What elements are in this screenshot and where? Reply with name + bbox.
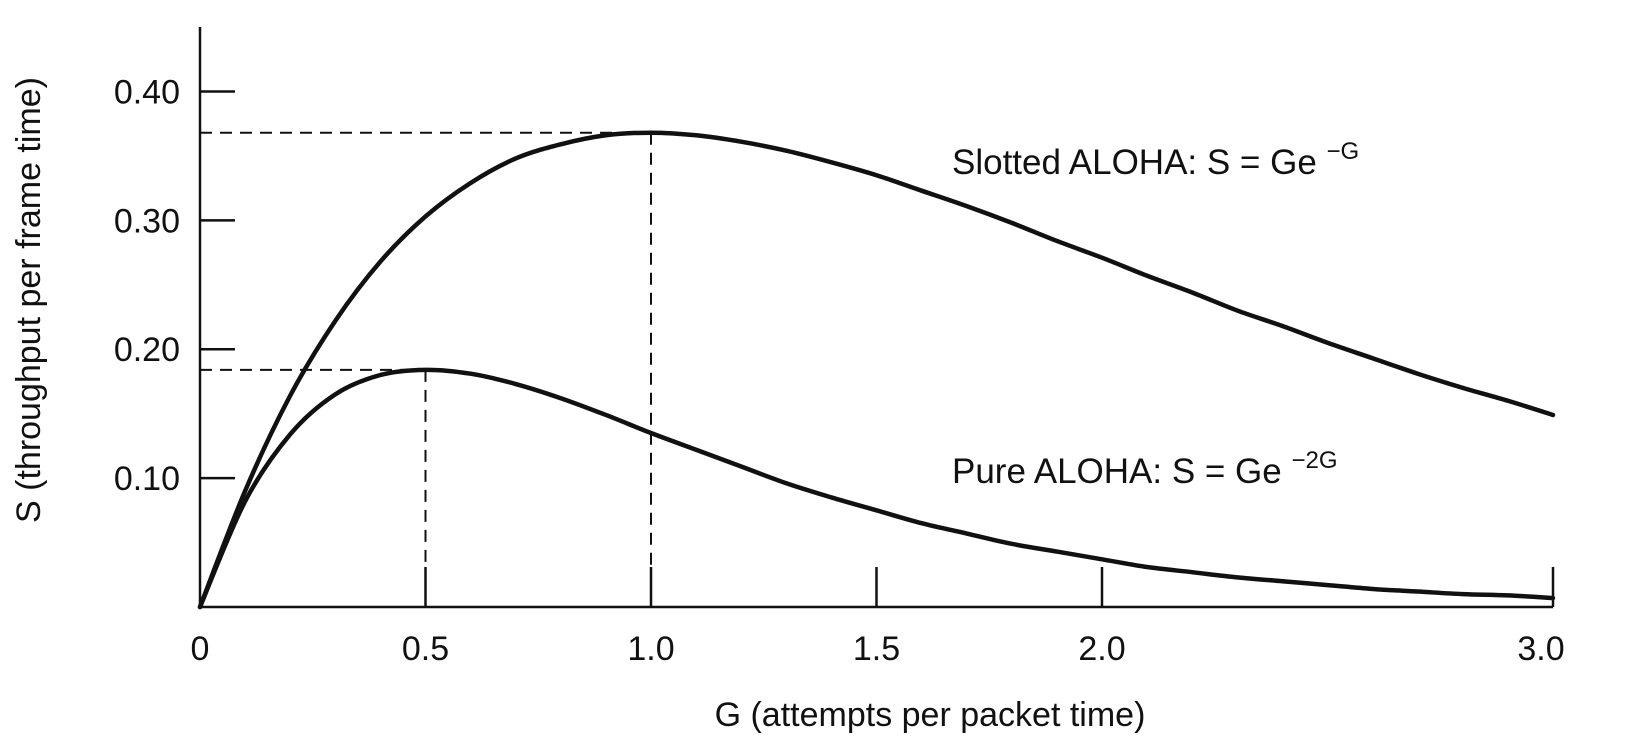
y-tick-label: 0.20 — [114, 331, 180, 369]
x-tick-label: 2.0 — [1078, 630, 1125, 668]
slotted-aloha-label-exponent: −G — [1327, 138, 1360, 165]
y-axis-title: S (throughput per frame time) — [10, 77, 48, 523]
pure-aloha-curve — [197, 367, 1556, 610]
x-tick-label: 0 — [191, 630, 210, 668]
slotted-aloha-label: Slotted ALOHA: S = Ge −G — [952, 138, 1359, 182]
axis-ticks: 0.10 0.20 0.30 0.40 0 0.5 1.0 1.5 2.0 3.0 — [114, 73, 1565, 668]
pure-aloha-label: Pure ALOHA: S = Ge −2G — [952, 447, 1338, 491]
peak-guide-lines — [200, 131, 652, 607]
x-axis-title: G (attempts per packet time) — [715, 696, 1146, 734]
x-tick-label: 3.0 — [1517, 630, 1564, 668]
x-tick-label: 1.5 — [853, 630, 900, 668]
y-tick-label: 0.10 — [114, 460, 180, 498]
pure-aloha-label-main: Pure ALOHA: S = Ge — [952, 452, 1282, 491]
x-tick-label: 0.5 — [402, 630, 449, 668]
axes — [198, 27, 1553, 609]
x-tick-label: 1.0 — [627, 630, 674, 668]
series-curves — [197, 130, 1556, 610]
pure-aloha-label-exponent: −2G — [1291, 447, 1337, 474]
slotted-aloha-label-main: Slotted ALOHA: S = Ge — [952, 143, 1317, 182]
y-tick-label: 0.40 — [114, 73, 180, 111]
y-tick-label: 0.30 — [114, 202, 180, 240]
slotted-aloha-curve — [197, 130, 1556, 610]
